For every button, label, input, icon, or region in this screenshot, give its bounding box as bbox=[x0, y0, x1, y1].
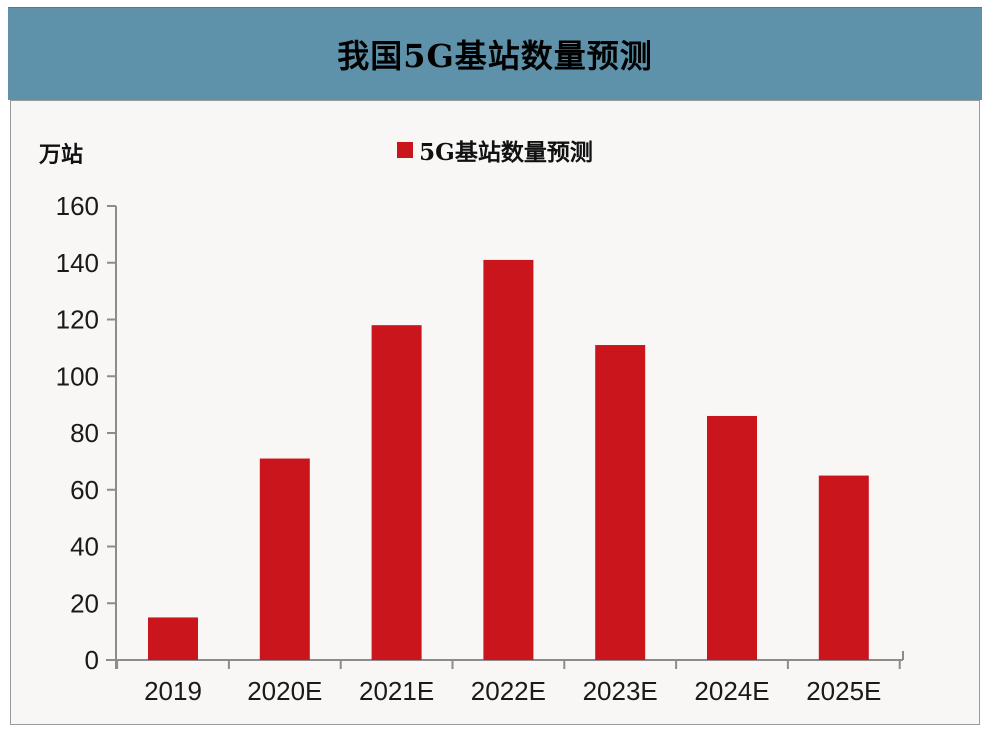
legend: 5G基站数量预测 bbox=[11, 133, 979, 167]
x-tick-label: 2022E bbox=[471, 676, 546, 706]
bar bbox=[595, 345, 646, 660]
y-tick-label: 20 bbox=[70, 588, 99, 618]
x-tick-label: 2023E bbox=[583, 676, 658, 706]
bar bbox=[259, 458, 310, 660]
y-tick-label: 0 bbox=[85, 645, 99, 675]
x-tick-label: 2021E bbox=[359, 676, 434, 706]
x-tick-label: 2024E bbox=[694, 676, 769, 706]
bar-chart: 0 20 40 60 80 100 120 140 160 2019 2020E 2021E 2022E… bbox=[56, 191, 904, 706]
bar bbox=[148, 617, 198, 660]
y-axis-unit-label: 万站 bbox=[39, 142, 84, 168]
x-tick-label: 2025E bbox=[806, 676, 881, 706]
bar bbox=[707, 415, 757, 660]
y-tick-label: 120 bbox=[56, 305, 99, 335]
y-tick-label: 40 bbox=[70, 532, 99, 562]
y-tick-label: 80 bbox=[70, 418, 99, 448]
bar bbox=[371, 325, 422, 660]
x-tick-label: 2020E bbox=[247, 676, 322, 706]
y-tick-label: 160 bbox=[56, 191, 99, 221]
bar bbox=[818, 475, 869, 660]
x-tick-label: 2019 bbox=[144, 676, 202, 706]
y-tick-label: 100 bbox=[56, 361, 99, 391]
y-tick-label: 60 bbox=[70, 475, 99, 505]
legend-swatch-icon bbox=[397, 142, 414, 158]
chart-panel: 5G基站数量预测 万站 0 20 40 60 80 100 120 140 160 2019 202… bbox=[10, 100, 980, 725]
chart-title-bar: 我国5G基站数量预测 bbox=[8, 7, 982, 100]
chart-title: 我国5G基站数量预测 bbox=[337, 37, 653, 75]
bar bbox=[483, 259, 534, 660]
y-tick-label: 140 bbox=[56, 248, 99, 278]
legend-label: 5G基站数量预测 bbox=[419, 139, 593, 166]
